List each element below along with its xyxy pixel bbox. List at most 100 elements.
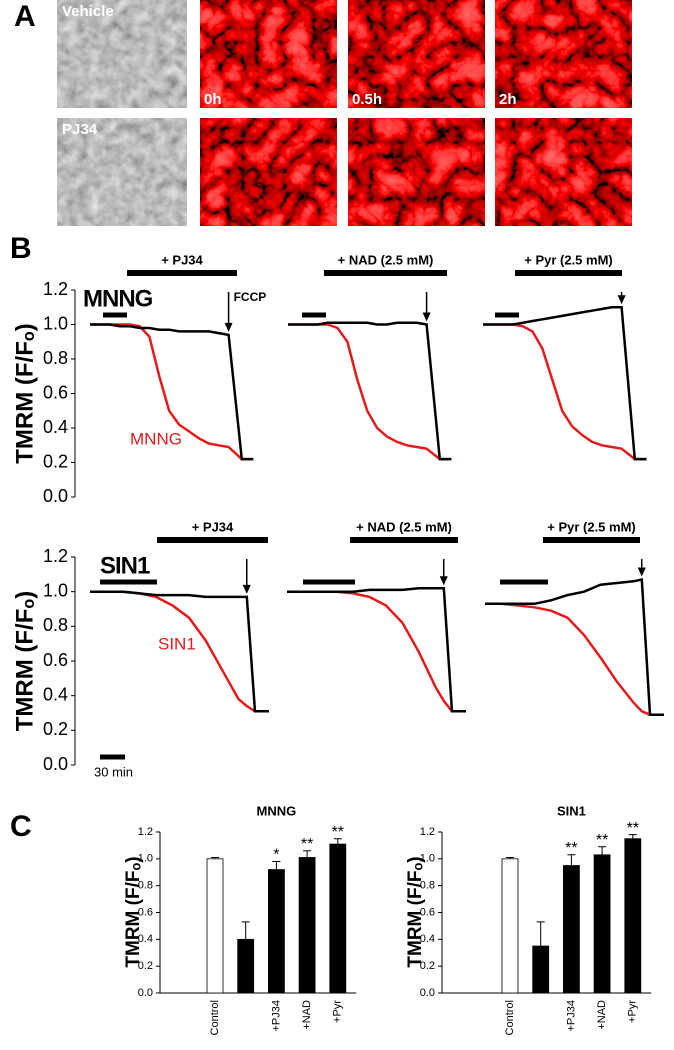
y-tick-label: 1.0 [420,853,435,865]
time-label: 2h [499,91,517,108]
y-tick-label: 1.2 [138,826,153,838]
micrograph [495,118,632,226]
trace [288,323,452,461]
y-tick-label: 0.0 [43,754,68,774]
condition-label: PJ34 [62,121,98,138]
bar [237,938,255,994]
micrograph [57,0,187,108]
arrow-head [617,295,626,305]
trace [483,306,647,461]
y-tick-label: 1.0 [43,580,68,600]
arrow-label: FCCP [234,290,267,304]
x-tick-label: +Pyr [332,1000,344,1023]
error-bar [303,850,312,858]
trace-label: SIN1 [158,634,196,653]
y-tick-label: 1.0 [43,313,68,333]
y-tick-label: 0.2 [138,960,153,972]
condition-label: Vehicle [62,3,114,20]
y-tick-label: 1.2 [43,546,68,566]
y-axis-label: TMRM (F/Fₒ) [123,856,144,967]
micrograph [495,0,632,108]
significance: ** [596,832,608,849]
micrograph [200,118,337,226]
error-bar [598,846,607,855]
panel-label: A [14,0,36,33]
y-axis-label: TMRM (F/Fₒ) [11,591,38,731]
bar [501,858,519,994]
significance: ** [332,824,344,841]
chart-title: SIN1 [100,552,150,579]
error-bar [536,921,545,947]
y-tick-label: 0.4 [43,417,68,437]
trace [288,321,452,461]
y-tick-label: 1.0 [138,853,153,865]
arrow-head [422,312,431,322]
x-tick-label: +PJ34 [565,1000,577,1032]
x-tick-label: +NAD [301,1000,313,1030]
significance: ** [565,840,577,857]
x-tick-label: +Pyr [627,1000,639,1023]
error-bar [506,856,514,859]
trace [90,590,269,713]
time-label: 0h [204,91,222,108]
y-tick-label: 0.6 [43,382,68,402]
error-bar [628,834,637,839]
micrograph [348,118,485,226]
bar [532,945,550,994]
treatment-label: + Pyr (2.5 mM) [547,519,636,534]
trace [287,586,466,713]
trace [90,323,254,461]
y-tick-label: 0.2 [43,451,68,471]
y-tick-label: 0.8 [43,615,68,635]
arrow-head [224,322,233,332]
y-tick-label: 1.2 [43,279,68,299]
error-bar [333,838,342,845]
bar [624,838,642,994]
y-tick-label: 0.4 [138,933,153,945]
arrow-head [439,576,448,586]
micrographs [57,0,632,226]
y-tick-label: 0.2 [43,719,68,739]
trace [483,323,647,461]
y-tick-label: 0.6 [138,906,153,918]
chart-title: MNNG [83,285,153,312]
bar [593,854,611,994]
arrow-head [242,584,251,594]
arrow-head [637,567,646,577]
treatment-label: + Pyr (2.5 mM) [524,252,613,267]
trace [485,577,664,716]
x-tick-label: +PJ34 [270,1000,282,1032]
treatment-label: + NAD (2.5 mM) [338,252,434,267]
error-bar [567,854,576,866]
y-axis-label: TMRM (F/Fₒ) [405,856,426,967]
panel-label: C [10,810,32,843]
y-tick-label: 0.8 [43,348,68,368]
trace-label: MNNG [130,429,182,448]
chart-title: MNNG [257,803,297,818]
error-bar [272,861,281,870]
time-label: 0.5h [352,91,382,108]
treatment-label: + PJ34 [192,519,234,534]
chart-title: SIN1 [557,803,586,818]
trace [485,602,664,716]
x-tick-label: Control [504,1000,516,1035]
trace [287,590,466,713]
bar [267,869,285,994]
significance: * [273,847,279,864]
y-tick-label: 0.8 [138,880,153,892]
bar [298,857,316,994]
y-axis-label: TMRM (F/Fₒ) [11,323,38,463]
y-tick-label: 0.0 [138,987,153,999]
micrograph [200,0,337,108]
error-bar [241,921,250,940]
bar [563,865,580,994]
y-tick-label: 0.6 [43,650,68,670]
scale-bar-label: 30 min [94,764,133,779]
significance: ** [301,836,313,853]
y-tick-label: 0.4 [420,933,435,945]
micrograph [348,0,485,108]
bar [206,858,224,994]
y-tick-label: 0.2 [420,960,435,972]
y-tick-label: 0.6 [420,906,435,918]
